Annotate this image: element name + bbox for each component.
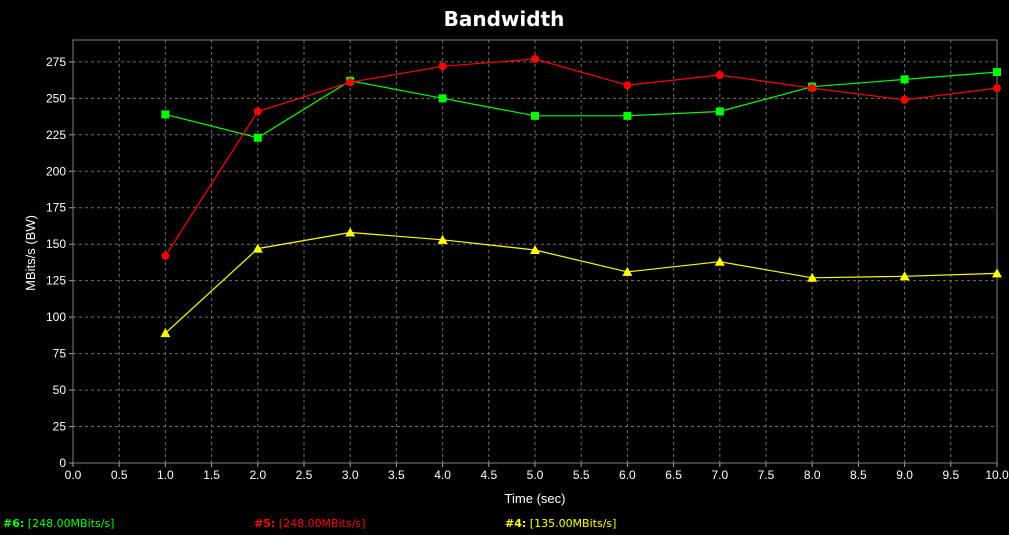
- data-point-5: [993, 84, 1001, 93]
- x-tick-label: 7.5: [758, 468, 775, 482]
- data-point-6: [715, 107, 724, 116]
- legend-value: [248.00MBits/s]: [278, 517, 366, 530]
- y-tick-label: 175: [46, 201, 66, 215]
- y-tick-label: 25: [53, 420, 67, 434]
- y-tick-label: 50: [53, 383, 67, 397]
- y-tick-label: 75: [53, 347, 67, 361]
- data-point-5: [715, 71, 724, 80]
- data-point-6: [623, 111, 632, 120]
- data-point-4: [530, 245, 540, 255]
- data-point-5: [900, 95, 909, 104]
- y-tick-label: 225: [46, 128, 66, 142]
- y-axis-ticks: 0 25 50 75 100 125 150 175 200 225 250 275: [46, 55, 73, 470]
- data-point-6: [900, 75, 909, 84]
- x-tick-label: 0.0: [65, 468, 82, 482]
- x-tick-label: 5.5: [573, 468, 590, 482]
- x-tick-label: 9.5: [942, 468, 959, 482]
- data-point-5: [623, 81, 632, 90]
- data-point-4: [252, 243, 263, 253]
- x-tick-label: 3.5: [388, 468, 405, 482]
- legend-value: [135.00MBits/s]: [529, 517, 617, 530]
- legend-id: #5:: [254, 517, 276, 530]
- legend-id: #6:: [3, 517, 25, 530]
- x-tick-label: 9.0: [896, 468, 913, 482]
- data-point-5: [161, 251, 170, 260]
- y-axis-label: MBits/s (BW): [23, 215, 38, 291]
- x-tick-label: 2.0: [249, 468, 266, 482]
- y-tick-label: 125: [46, 274, 66, 288]
- x-tick-label: 7.0: [711, 468, 728, 482]
- data-point-4: [160, 328, 171, 338]
- legend-item-6: #6: [248.00MBits/s]: [3, 517, 114, 530]
- data-point-4: [622, 266, 633, 276]
- x-axis-label: Time (sec): [505, 491, 566, 506]
- series-line-5: [164, 58, 998, 257]
- data-point-5: [438, 62, 447, 71]
- y-tick-label: 100: [46, 310, 66, 324]
- data-point-4: [345, 227, 356, 237]
- x-tick-label: 8.0: [804, 468, 821, 482]
- data-point-6: [993, 68, 1001, 77]
- x-tick-label: 4.0: [434, 468, 451, 482]
- legend-item-5: #5: [248.00MBits/s]: [254, 517, 365, 530]
- y-tick-label: 275: [46, 55, 66, 69]
- y-tick-label: 150: [46, 237, 66, 251]
- data-point-5: [531, 54, 539, 63]
- x-tick-label: 5.0: [527, 468, 544, 482]
- data-point-4: [714, 256, 725, 266]
- x-tick-label: 3.0: [342, 468, 359, 482]
- data-point-4: [807, 272, 818, 282]
- data-point-5: [346, 78, 355, 87]
- x-tick-label: 10.0: [985, 468, 1009, 482]
- series-line-6: [165, 71, 998, 139]
- x-axis-ticks: 0.0 0.5 1.0 1.5 2.0 2.5 3.0 3.5 4.0 4.5 5.0 5.5 6.0 6…: [65, 463, 1009, 482]
- x-tick-label: 0.5: [111, 468, 128, 482]
- y-tick-label: 200: [46, 164, 66, 178]
- legend-id: #4:: [505, 517, 527, 530]
- series-line-4: [164, 231, 998, 334]
- x-tick-label: 4.5: [480, 468, 497, 482]
- x-tick-label: 8.5: [850, 468, 867, 482]
- data-point-5: [253, 107, 262, 116]
- series-group: [160, 54, 1002, 338]
- x-tick-label: 6.5: [665, 468, 682, 482]
- data-point-6: [438, 94, 447, 103]
- data-point-4: [437, 234, 448, 244]
- data-point-4: [992, 268, 1002, 278]
- x-tick-label: 6.0: [619, 468, 636, 482]
- legend-value: [248.00MBits/s]: [27, 517, 115, 530]
- data-point-6: [253, 133, 262, 142]
- data-point-4: [899, 271, 910, 281]
- x-tick-label: 1.0: [157, 468, 174, 482]
- x-tick-label: 2.5: [296, 468, 313, 482]
- y-tick-label: 0: [59, 456, 66, 470]
- data-point-6: [161, 110, 170, 119]
- data-point-5: [808, 84, 817, 93]
- legend-item-4: #4: [135.00MBits/s]: [505, 517, 616, 530]
- y-tick-label: 250: [46, 91, 66, 105]
- data-point-6: [531, 111, 539, 120]
- x-tick-label: 1.5: [203, 468, 220, 482]
- chart-title: Bandwidth: [444, 7, 565, 31]
- grid: [72, 40, 998, 464]
